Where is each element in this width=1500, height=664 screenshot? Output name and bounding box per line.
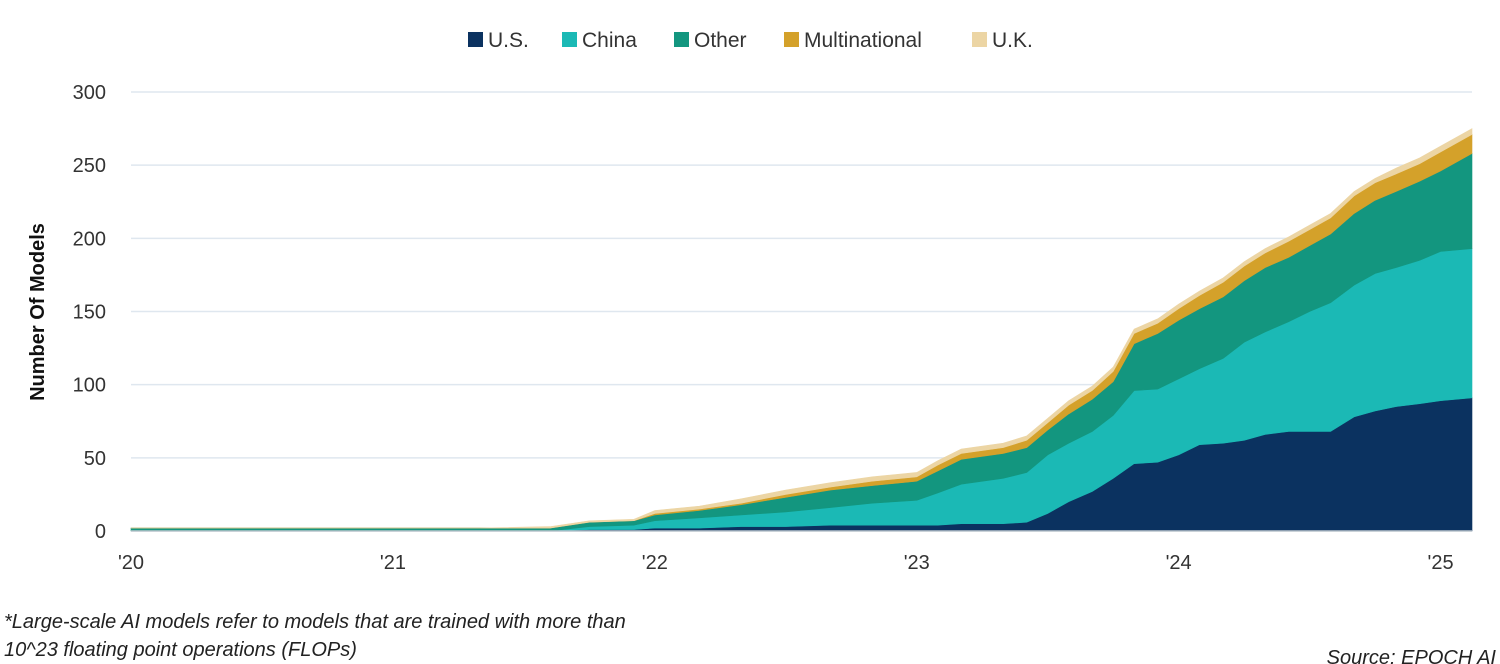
legend-swatch [784, 32, 799, 47]
y-tick-label: 50 [84, 448, 106, 470]
x-tick-label: '25 [1428, 552, 1454, 574]
y-tick-label: 200 [73, 228, 106, 250]
legend-label: Other [694, 29, 747, 52]
legend-label: Multinational [804, 29, 922, 52]
y-tick-label: 100 [73, 375, 106, 397]
x-tick-labels: '20 '21 '22 '23 '24 '25 [118, 552, 1454, 574]
x-tick-label: '20 [118, 552, 144, 574]
area-series-u-k [131, 128, 1473, 529]
footnote-line-2: 10^23 floating point operations (FLOPs) [4, 639, 357, 661]
x-tick-label: '23 [904, 552, 930, 574]
legend-label: U.S. [488, 29, 529, 52]
legend-swatch [972, 32, 987, 47]
y-tick-label: 300 [73, 82, 106, 104]
x-tick-label: '22 [642, 552, 668, 574]
y-tick-labels: 0 50 100 150 200 250 300 [73, 82, 106, 543]
footnote-line-1: *Large-scale AI models refer to models t… [4, 611, 626, 633]
x-tick-label: '24 [1166, 552, 1192, 574]
chart-legend: U.S. China Other Multinational U.K. [468, 29, 1033, 52]
source-credit: Source: EPOCH AI [1327, 647, 1497, 664]
legend-swatch [562, 32, 577, 47]
legend-swatch [468, 32, 483, 47]
y-tick-label: 150 [73, 302, 106, 324]
x-tick-label: '21 [380, 552, 406, 574]
legend-label: U.K. [992, 29, 1033, 52]
y-tick-label: 0 [95, 521, 106, 543]
legend-swatch [674, 32, 689, 47]
y-axis-label: Number Of Models [27, 223, 49, 401]
legend-label: China [582, 29, 637, 52]
series-areas [130, 128, 1473, 532]
y-tick-label: 250 [73, 155, 106, 177]
